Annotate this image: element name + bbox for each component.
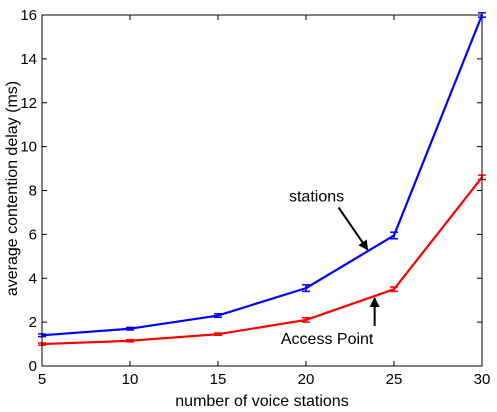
y-tick-label: 14 (20, 51, 37, 68)
annotation-0: stations (289, 188, 369, 251)
x-tick-label: 15 (210, 371, 227, 388)
annotation-1: Access Point (281, 296, 380, 348)
series-1-errorbar (390, 286, 398, 293)
series-1-errorbar (126, 338, 134, 343)
x-tick-label: 10 (122, 371, 139, 388)
y-tick-label: 12 (20, 95, 37, 112)
series-1-errorbar (302, 316, 310, 323)
series-0-errorbar (214, 313, 222, 319)
annotation-text: stations (289, 188, 344, 205)
plot-area (42, 15, 482, 366)
y-tick-label: 8 (29, 183, 37, 200)
x-axis-label: number of voice stations (175, 393, 348, 410)
series-0-errorbar (390, 231, 398, 240)
annotation-text: Access Point (281, 331, 374, 348)
y-tick-label: 10 (20, 139, 37, 156)
series-0-errorbar (302, 284, 310, 293)
plot-background (42, 15, 482, 366)
series-0-errorbar (126, 326, 134, 331)
y-tick-label: 16 (20, 7, 37, 24)
annotation-layer: stations Access Point (281, 188, 380, 348)
x-tick-label: 20 (298, 371, 315, 388)
y-tick-label: 0 (29, 358, 37, 375)
series-1-errorbar (214, 332, 222, 337)
x-tick-label: 25 (386, 371, 403, 388)
x-tick-label: 5 (38, 371, 46, 388)
y-tick-label: 2 (29, 314, 37, 331)
y-tick-label: 6 (29, 226, 37, 243)
series-layer (38, 12, 486, 346)
series-0-line (41, 14, 484, 337)
x-tick-label: 30 (474, 371, 491, 388)
y-axis-label: average contention delay (ms) (4, 81, 21, 296)
series-1-line (41, 176, 483, 346)
y-tick-label: 4 (29, 270, 37, 287)
annotation-arrow (337, 206, 369, 251)
axis-layer: 5 10 15 20 25 30 0 2 4 6 8 10 12 14 16 (20, 7, 490, 388)
